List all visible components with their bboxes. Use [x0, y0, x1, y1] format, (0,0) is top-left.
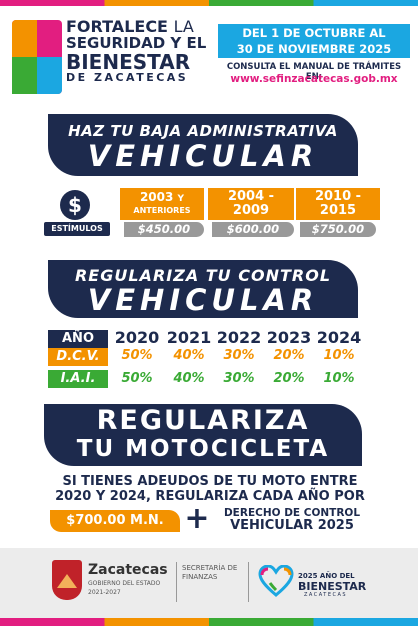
top-color-strip [0, 0, 418, 6]
year-header: 2021 [166, 328, 212, 347]
logo-line3: BIENESTAR [66, 50, 191, 74]
logo-word-fortalece: FORTALECE [66, 17, 168, 36]
secretaria-label: SECRETARÍA DE FINANZAS [182, 564, 237, 582]
bienestar-heart-icon [258, 565, 294, 597]
date-line2: 30 DE NOVIEMBRE 2025 [236, 42, 392, 56]
tier3-year-end: 2015 [319, 203, 357, 218]
moto-banner: REGULARIZA TU MOTOCICLETA [44, 404, 362, 466]
dcv-value: 30% [223, 348, 255, 363]
moto-text-line2: 2020 Y 2024, REGULARIZA CADA AÑO POR [55, 489, 365, 504]
tier3-year-start: 2010 - [314, 189, 362, 204]
tier-years-2: 2004 - 2009 [208, 188, 294, 220]
zacatecas-shield-icon [52, 560, 82, 600]
secretaria-line2: FINANZAS [182, 573, 218, 581]
baja-title: VEHICULAR [87, 139, 319, 173]
year-slogan-line2: BIENESTAR [298, 580, 367, 593]
year-slogan-line1: 2025 AÑO DEL [298, 572, 355, 580]
tier-years-1: 2003 Y ANTERIORES [120, 188, 204, 220]
date-line1: DEL 1 DE OCTUBRE AL [242, 26, 386, 40]
secretaria-line1: SECRETARÍA DE [182, 564, 238, 572]
dcv-value: 10% [323, 348, 355, 363]
logo-word-la: LA [173, 17, 194, 36]
control-banner: REGULARIZA TU CONTROL VEHICULAR [48, 260, 358, 318]
tier1-year: 2003 [139, 190, 174, 204]
tier-price-1: $450.00 [124, 222, 204, 237]
year-header: 2020 [114, 328, 160, 347]
footer-divider [176, 562, 177, 602]
row-label-iai: I.A.I. [48, 370, 108, 388]
year-header: 2022 [216, 328, 262, 347]
dollar-icon: $ [60, 190, 90, 220]
control-title: VEHICULAR [87, 283, 319, 317]
dcv-value: 40% [173, 348, 205, 363]
state-name: Zacatecas [88, 562, 168, 578]
year-header: 2023 [266, 328, 312, 347]
logo-line2: SEGURIDAD Y EL [66, 34, 207, 52]
derecho-line1: DERECHO DE CONTROL [223, 507, 361, 519]
tier-years-3: 2010 - 2015 [296, 188, 380, 220]
dcv-value: 20% [273, 348, 305, 363]
plus-icon: + [184, 501, 210, 536]
dcv-value: 50% [121, 348, 153, 363]
tier-price-3: $750.00 [300, 222, 376, 237]
tier2-year-end: 2009 [232, 203, 270, 218]
tier-price-2: $600.00 [212, 222, 294, 237]
campaign-logo-icon [12, 20, 62, 94]
moto-title-line2: TU MOTOCICLETA [76, 436, 330, 462]
website-link[interactable]: www.sefinzacatecas.gob.mx [230, 73, 398, 85]
iai-value: 50% [121, 371, 153, 386]
moto-text-line1: SI TIENES ADEUDOS DE TU MOTO ENTRE [62, 474, 358, 489]
iai-value: 20% [273, 371, 305, 386]
moto-title-line1: REGULARIZA [96, 405, 310, 436]
stimulus-label: ESTÍMULOS [44, 222, 110, 236]
bottom-color-strip [0, 618, 418, 626]
tier2-year-start: 2004 - [227, 189, 275, 204]
gov-period: 2021-2027 [88, 589, 121, 596]
logo-line4: DE ZACATECAS [66, 71, 189, 84]
iai-value: 10% [323, 371, 355, 386]
row-label-year: AÑO [48, 330, 108, 348]
gov-label: GOBIERNO DEL ESTADO [88, 580, 161, 587]
row-label-dcv: D.C.V. [48, 348, 108, 366]
campaign-logo-text: FORTALECE LA SEGURIDAD Y EL BIENESTAR DE… [66, 18, 212, 84]
tier1-previous: ANTERIORES [133, 206, 191, 215]
year-slogan-line3: ZACATECAS [304, 592, 348, 598]
iai-value: 40% [173, 371, 205, 386]
derecho-control-text: DERECHO DE CONTROL VEHICULAR 2025 [212, 508, 372, 533]
footer-divider [248, 562, 249, 602]
derecho-line2: VEHICULAR 2025 [230, 518, 354, 533]
moto-description: SI TIENES ADEUDOS DE TU MOTO ENTRE 2020 … [40, 474, 380, 504]
control-subtitle: REGULARIZA TU CONTROL [74, 266, 332, 285]
date-range-box: DEL 1 DE OCTUBRE AL 30 DE NOVIEMBRE 2025 [218, 24, 410, 58]
year-header: 2024 [316, 328, 362, 347]
tier1-and: Y [177, 194, 185, 204]
iai-value: 30% [223, 371, 255, 386]
moto-amount-badge: $700.00 M.N. [50, 510, 180, 532]
manual-text: CONSULTA EL MANUAL DE TRÁMITES EN: [226, 62, 402, 82]
baja-subtitle: HAZ TU BAJA ADMINISTRATIVA [68, 122, 338, 140]
baja-banner: HAZ TU BAJA ADMINISTRATIVA VEHICULAR [48, 114, 358, 176]
